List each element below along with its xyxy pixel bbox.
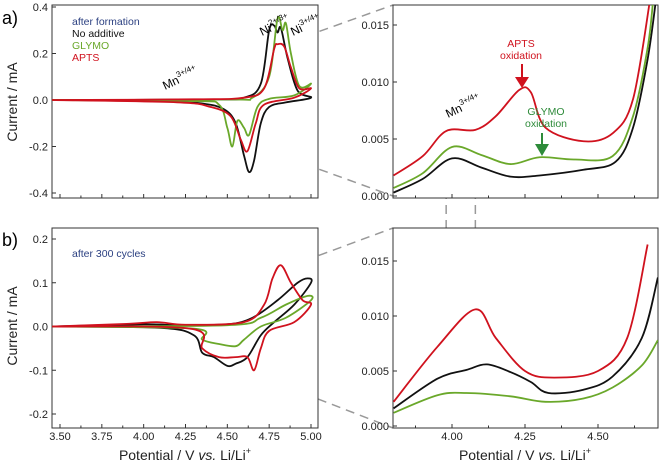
note-after-formation: after formation (72, 16, 140, 28)
glymo-oxidation-line2: oxidation (525, 118, 567, 130)
y-tick-label: 0.000 (361, 191, 389, 203)
zoom-guide-line (149, 333, 394, 429)
panel-b-right: 0.015 0.010 0.005 0.000 4.00 4.25 4.50 (361, 227, 659, 443)
y-tick-label: 0.2 (33, 234, 48, 246)
series-apts (52, 264, 313, 372)
legend-glymo: GLYMO (72, 40, 109, 52)
x-tick-label: 5.00 (300, 431, 321, 443)
series-glymo (52, 15, 312, 148)
plot-frame (392, 4, 659, 199)
x-tick-label: 4.00 (441, 431, 462, 443)
y-tick-label: 0.0 (33, 322, 48, 334)
x-tick-label: 4.75 (258, 431, 279, 443)
y-tick-label: 0.0 (33, 95, 48, 107)
y-axis-label-b: Current / mA (4, 286, 20, 366)
zoom-guide-line (149, 107, 394, 197)
y-tick-label: 0.2 (33, 49, 48, 61)
y-tick-label: 0.015 (361, 256, 389, 268)
series-apts (393, 244, 649, 403)
y-tick-label: 0.1 (33, 278, 48, 290)
x-tick-label: 4.00 (133, 431, 154, 443)
legend-no-additive: No additive (72, 28, 125, 40)
apts-arrow-icon (515, 64, 529, 88)
series-no-additive (52, 23, 313, 174)
y-tick-label: 0.015 (361, 20, 389, 32)
x-axis-label-right: Potential / V vs. Li/Li+ (459, 446, 591, 463)
x-axis-label-left: Potential / V vs. Li/Li+ (119, 446, 251, 463)
y-tick-label: 0.005 (361, 366, 389, 378)
y-tick-label: 0.005 (361, 134, 389, 146)
y-tick-label: 0.4 (33, 2, 48, 14)
panel-b-label: b) (2, 230, 18, 250)
x-tick-label: 4.25 (514, 431, 535, 443)
y-tick-label: -0.4 (29, 188, 48, 200)
zoom-guide-line (149, 227, 394, 319)
legend-apts: APTS (72, 52, 99, 64)
series-glymo (393, 339, 658, 414)
glymo-oxidation-line1: GLYMO (527, 106, 564, 118)
panel-b-left: 0.2 0.1 0.0 -0.1 -0.23.50 3.75 4.00 4.25 4.50 4.7… (29, 227, 322, 443)
y-axis-label-a: Current / mA (4, 62, 20, 142)
x-tick-label: 3.75 (91, 431, 112, 443)
panel-a-right: 0.015 0.010 0.005 0.000 (361, 4, 659, 203)
apts-oxidation-line2: oxidation (500, 50, 542, 62)
series-apts (52, 42, 312, 153)
x-tick-label: 4.50 (217, 431, 238, 443)
x-tick-label: 3.50 (49, 431, 70, 443)
series-no-additive (393, 277, 658, 410)
series-glymo (393, 5, 654, 189)
panel-a-label: a) (2, 8, 18, 28)
series-no-additive (393, 5, 657, 194)
y-tick-label: 0.010 (361, 77, 389, 89)
x-tick-label: 4.25 (175, 431, 196, 443)
y-tick-label: -0.1 (29, 365, 48, 377)
y-tick-label: -0.2 (29, 142, 48, 154)
y-tick-label: 0.000 (361, 421, 389, 433)
series-glymo (52, 294, 314, 348)
apts-oxidation-line1: APTS (507, 38, 534, 50)
note-after-300-cycles: after 300 cycles (72, 248, 146, 260)
x-tick-label: 4.50 (587, 431, 608, 443)
panel-a-left: 0.4 0.2 0.0 -0.2 -0.4 (29, 2, 319, 200)
y-tick-label: 0.010 (361, 311, 389, 323)
zoom-guide-line (149, 4, 394, 93)
glymo-arrow-icon (535, 133, 549, 156)
series-apts (393, 5, 651, 177)
y-tick-label: -0.2 (29, 409, 48, 421)
legend: after formation No additive GLYMO APTS (72, 16, 140, 64)
